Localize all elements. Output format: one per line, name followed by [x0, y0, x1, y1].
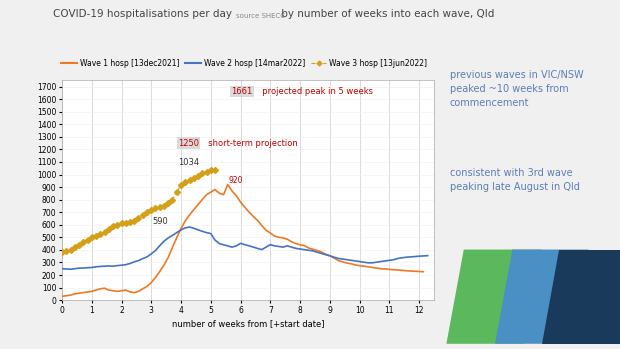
Legend: Wave 1 hosp [13dec2021], Wave 2 hosp [14mar2022], Wave 3 hosp [13jun2022]: Wave 1 hosp [13dec2021], Wave 2 hosp [14… [58, 55, 430, 70]
Text: previous waves in VIC/NSW
peaked ~10 weeks from
commencement: previous waves in VIC/NSW peaked ~10 wee… [450, 70, 583, 108]
Text: 1661: 1661 [231, 87, 252, 96]
Text: projected peak in 5 weeks: projected peak in 5 weeks [257, 87, 373, 96]
Polygon shape [446, 250, 542, 344]
Polygon shape [495, 250, 589, 344]
Text: by number of weeks into each wave, Qld: by number of weeks into each wave, Qld [278, 9, 494, 19]
Text: COVID-19 hospitalisations per day: COVID-19 hospitalisations per day [53, 9, 236, 19]
Text: consistent with 3rd wave
peaking late August in Qld: consistent with 3rd wave peaking late Au… [450, 168, 579, 192]
Text: short-term projection: short-term projection [203, 139, 298, 148]
Text: 590: 590 [153, 217, 169, 226]
Text: 1250: 1250 [178, 139, 199, 148]
Text: 920: 920 [229, 176, 243, 185]
Text: source SHECC: source SHECC [236, 13, 285, 19]
Polygon shape [542, 250, 620, 344]
X-axis label: number of weeks from [+start date]: number of weeks from [+start date] [172, 319, 324, 328]
Text: 1034: 1034 [178, 158, 199, 167]
